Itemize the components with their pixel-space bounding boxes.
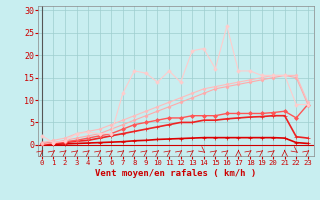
X-axis label: Vent moyen/en rafales ( km/h ): Vent moyen/en rafales ( km/h ) — [95, 169, 257, 178]
